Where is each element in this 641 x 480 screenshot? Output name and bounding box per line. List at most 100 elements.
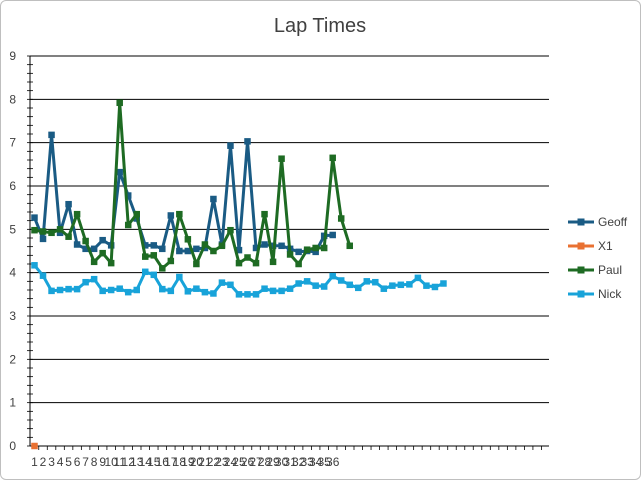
x-tick-label: 25 bbox=[232, 455, 246, 469]
y-tick-label: 3 bbox=[9, 309, 16, 323]
data-point bbox=[116, 168, 123, 176]
data-point bbox=[312, 282, 319, 289]
legend-item-geoff: Geoff bbox=[568, 215, 628, 229]
data-point bbox=[150, 242, 158, 249]
legend-swatch-marker bbox=[577, 266, 585, 274]
data-point bbox=[142, 242, 149, 249]
x-tick-label: 32 bbox=[292, 455, 306, 469]
data-point bbox=[82, 237, 89, 245]
x-tick-label: 19 bbox=[181, 455, 195, 469]
data-point bbox=[406, 281, 413, 288]
y-tick-label: 9 bbox=[9, 49, 16, 63]
x-tick-label: 33 bbox=[300, 455, 314, 469]
axes bbox=[27, 55, 542, 450]
data-point bbox=[440, 280, 447, 287]
data-point bbox=[56, 229, 64, 237]
legend-swatch-marker bbox=[577, 218, 585, 226]
y-tick-label: 5 bbox=[9, 222, 16, 236]
data-point bbox=[261, 241, 268, 248]
data-point bbox=[48, 287, 55, 295]
data-point bbox=[48, 131, 55, 139]
data-point bbox=[320, 244, 328, 252]
x-tick-label: 24 bbox=[224, 455, 238, 469]
legend-label: X1 bbox=[598, 239, 613, 253]
data-point bbox=[167, 257, 175, 265]
x-tick-label: 8 bbox=[91, 455, 98, 469]
x-axis-ticks: 1 2 3 4 5 6 7 8 91011121314151617181920212223242… bbox=[31, 455, 340, 469]
y-tick-label: 2 bbox=[9, 352, 16, 366]
data-point bbox=[278, 287, 285, 295]
x-tick-label: 6 bbox=[74, 455, 81, 469]
data-point bbox=[235, 259, 243, 267]
y-tick-label: 0 bbox=[9, 439, 16, 453]
x-tick-label: 26 bbox=[241, 455, 255, 469]
data-point bbox=[303, 278, 311, 285]
data-point bbox=[107, 259, 115, 267]
data-point bbox=[346, 242, 353, 250]
data-point bbox=[235, 246, 243, 254]
series-group bbox=[31, 99, 447, 450]
x-tick-label: 20 bbox=[190, 455, 204, 469]
data-point bbox=[159, 245, 166, 253]
x-tick-label: 11 bbox=[113, 455, 126, 469]
data-point bbox=[82, 245, 89, 253]
x-tick-label: 27 bbox=[249, 455, 263, 469]
data-point bbox=[133, 286, 140, 294]
data-point bbox=[133, 210, 140, 218]
x-tick-label: 17 bbox=[164, 455, 178, 469]
x-tick-label: 18 bbox=[173, 455, 187, 469]
x-tick-label: 34 bbox=[309, 455, 323, 469]
data-point bbox=[193, 285, 200, 292]
data-point bbox=[65, 233, 72, 240]
data-point bbox=[176, 210, 183, 218]
x-tick-label: 9 bbox=[99, 455, 106, 469]
data-point bbox=[423, 282, 430, 289]
data-point bbox=[363, 278, 371, 285]
data-point bbox=[116, 285, 123, 292]
data-point bbox=[184, 288, 192, 295]
x-tick-label: 16 bbox=[156, 455, 170, 469]
x-tick-label: 14 bbox=[139, 455, 153, 469]
data-point bbox=[346, 281, 353, 289]
data-point bbox=[116, 99, 123, 107]
x-tick-label: 13 bbox=[130, 455, 144, 469]
data-point bbox=[244, 254, 251, 261]
data-point bbox=[201, 288, 209, 296]
data-point bbox=[90, 258, 98, 266]
data-point bbox=[124, 192, 132, 199]
data-point bbox=[389, 282, 396, 289]
data-point bbox=[31, 226, 38, 234]
data-point bbox=[73, 241, 81, 248]
legend-item-nick: Nick bbox=[568, 287, 622, 301]
chart-title: Lap Times bbox=[274, 15, 366, 37]
x-tick-label: 5 bbox=[65, 455, 72, 469]
data-point bbox=[380, 285, 388, 292]
data-point bbox=[176, 273, 183, 281]
data-point bbox=[176, 247, 183, 255]
data-point bbox=[227, 226, 234, 234]
data-point bbox=[329, 231, 336, 239]
legend-label: Paul bbox=[598, 263, 622, 277]
data-point bbox=[167, 212, 175, 219]
data-point bbox=[82, 278, 89, 286]
legend: Geoff X1 Paul Nick bbox=[568, 215, 628, 301]
data-point bbox=[397, 281, 405, 289]
data-point bbox=[252, 244, 260, 252]
x-tick-label: 22 bbox=[207, 455, 221, 469]
data-point bbox=[107, 286, 115, 294]
data-point bbox=[303, 246, 311, 253]
data-point bbox=[295, 280, 302, 287]
data-point bbox=[227, 142, 234, 149]
data-point bbox=[159, 285, 166, 293]
legend-label: Geoff bbox=[598, 215, 628, 229]
data-point bbox=[286, 251, 294, 258]
x-tick-label: 21 bbox=[198, 455, 212, 469]
data-point bbox=[295, 260, 302, 268]
data-point bbox=[337, 277, 345, 284]
data-point bbox=[184, 236, 192, 243]
data-point bbox=[193, 245, 200, 253]
x-tick-label: 36 bbox=[326, 455, 340, 469]
series-geoff bbox=[31, 131, 336, 256]
data-point bbox=[56, 286, 64, 294]
